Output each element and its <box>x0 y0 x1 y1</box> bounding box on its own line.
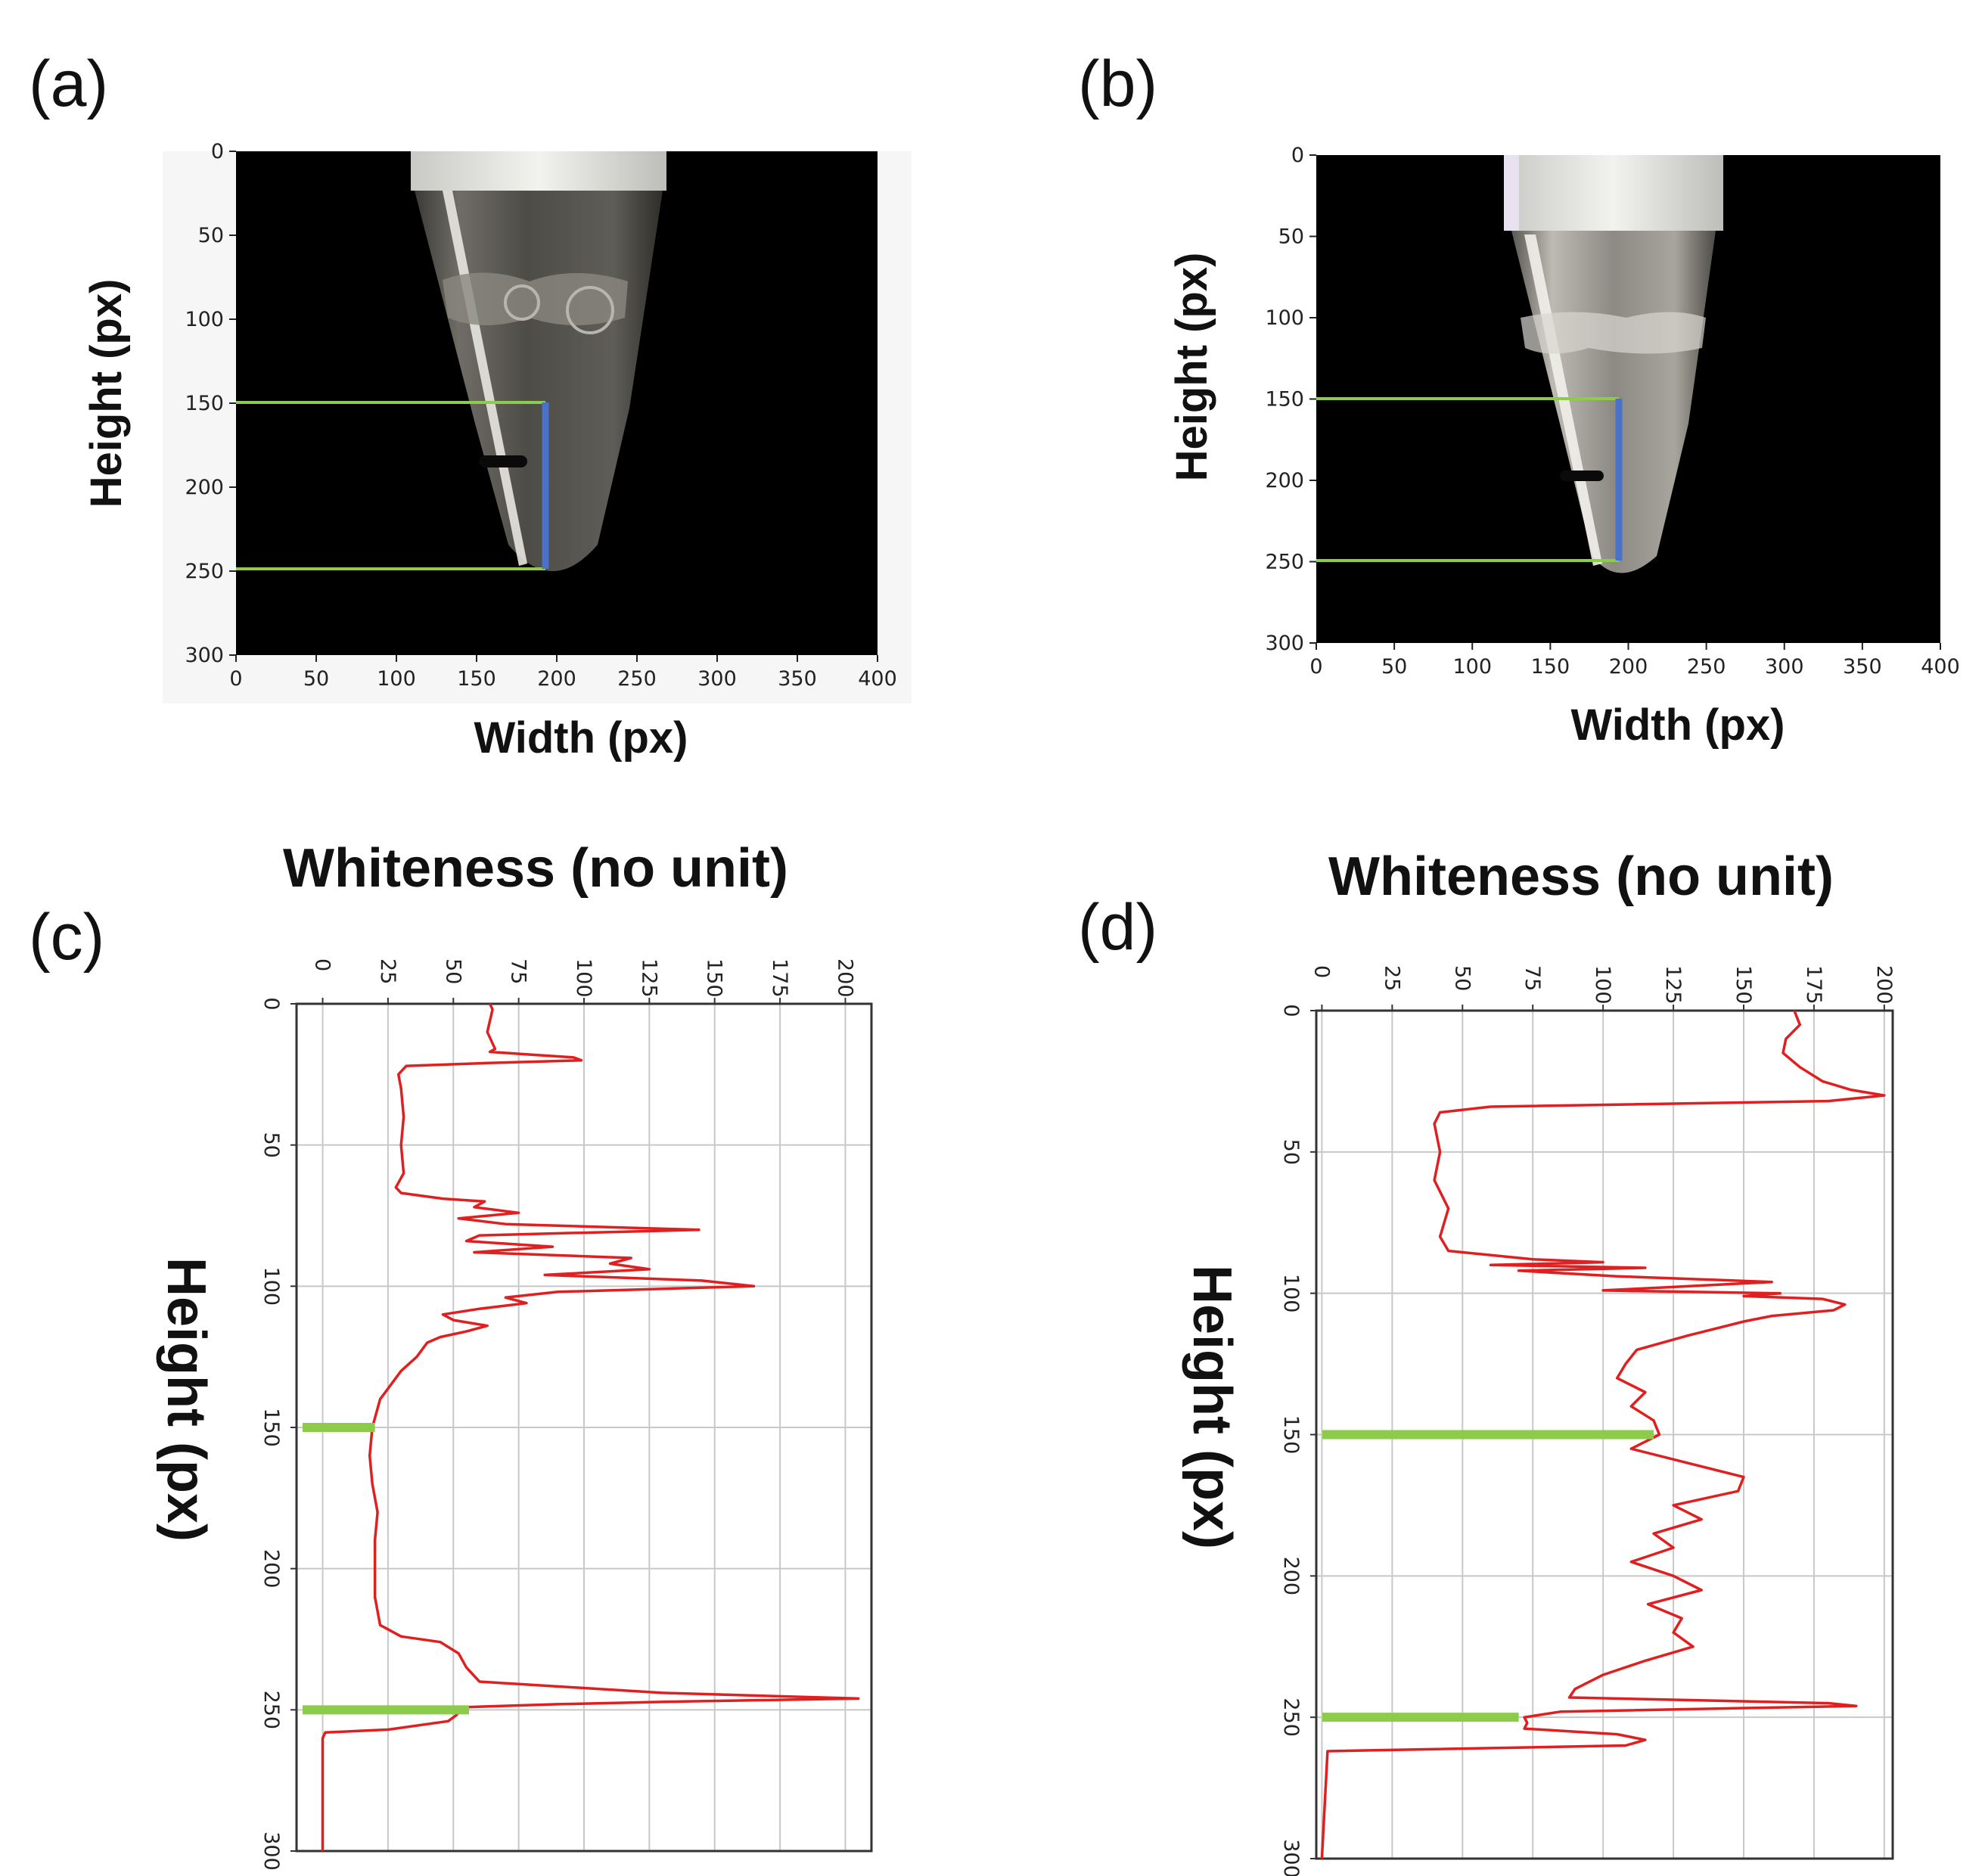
panel-a: (a) 0 50 100 150 200 250 300 350 400 0 50 100 150 200… <box>29 48 912 763</box>
y-tick-label: 300 <box>1265 632 1304 655</box>
whiteness-tick-label: 100 <box>1591 965 1614 1005</box>
region-lines-a <box>236 401 545 570</box>
region-lines-b <box>1316 397 1619 562</box>
y-tick-label: 250 <box>185 560 224 583</box>
whiteness-tick-label: 0 <box>1309 965 1333 978</box>
height-tick-label: 250 <box>259 1691 283 1730</box>
tube-foam <box>1521 312 1706 354</box>
whiteness-tick-label: 175 <box>768 958 791 998</box>
y-tick-label: 250 <box>1265 551 1304 574</box>
y-axis-title-b: Height (px) <box>1167 253 1216 482</box>
panel-a-label: (a) <box>29 48 108 120</box>
height-tick-label: 200 <box>1279 1557 1303 1596</box>
height-tick-label: 50 <box>259 1132 283 1157</box>
bubble <box>504 284 540 321</box>
whiteness-tick-label: 175 <box>1802 965 1825 1005</box>
x-tick-label: 100 <box>1452 655 1492 679</box>
panel-b-label: (b) <box>1078 48 1157 120</box>
height-tick-label: 0 <box>259 997 283 1010</box>
plot-c: 0 25 50 75 100 125 150 175 200 0 50 100 150 200 250 300 <box>259 958 873 1871</box>
tube-mark <box>1560 471 1604 481</box>
whiteness-tick-label: 50 <box>1450 965 1474 991</box>
axes-a: 0 50 100 150 200 250 300 350 400 0 50 100 150 200 250 3… <box>185 140 896 691</box>
axes-b: 0 50 100 150 200 250 300 350 400 0 50 100 150 200 250 3… <box>1265 144 1959 679</box>
x-tick-label: 100 <box>377 667 416 691</box>
panel-b: (b) 0 50 100 150 200 250 300 350 400 0 50 100 150 200… <box>1078 48 1960 750</box>
whiteness-tick-label: 25 <box>1380 965 1403 991</box>
height-tick-label: 150 <box>259 1408 283 1447</box>
x-tick-label: 400 <box>1921 655 1960 679</box>
x-tick-label: 200 <box>1609 655 1648 679</box>
height-tick-label: 150 <box>1279 1415 1303 1455</box>
height-tick-label: 50 <box>1279 1139 1303 1165</box>
x-tick-label: 400 <box>858 667 897 691</box>
whiteness-tick-label: 0 <box>311 958 334 971</box>
tube-cap <box>1504 155 1723 231</box>
y-tick-label: 200 <box>185 476 224 499</box>
x-tick-label: 150 <box>457 667 496 691</box>
height-axis-title-c: Height (px) <box>156 1257 216 1542</box>
whiteness-tick-label: 25 <box>376 958 399 984</box>
whiteness-tick-label: 75 <box>507 958 530 984</box>
height-tick-label: 100 <box>259 1267 283 1306</box>
x-tick-label: 50 <box>1381 655 1407 679</box>
y-tick-label: 200 <box>1265 469 1304 492</box>
whiteness-tick-label: 125 <box>637 958 660 998</box>
whiteness-axis-title-d: Whiteness (no unit) <box>1328 846 1834 907</box>
height-tick-label: 200 <box>259 1549 283 1589</box>
x-axis-title-a: Width (px) <box>474 713 688 763</box>
whiteness-tick-label: 200 <box>1872 965 1896 1005</box>
x-tick-label: 0 <box>229 667 242 691</box>
whiteness-tick-label: 50 <box>441 958 464 984</box>
x-tick-label: 250 <box>1687 655 1726 679</box>
tube-bubbles <box>443 272 628 325</box>
x-axis-title-b: Width (px) <box>1571 700 1785 750</box>
x-tick-label: 0 <box>1309 655 1322 679</box>
panel-c: (c) Whiteness (no unit) Height (px) 0 25 5… <box>29 838 873 1871</box>
y-tick-label: 0 <box>211 140 224 163</box>
y-tick-label: 300 <box>185 644 224 667</box>
whiteness-tick-label: 200 <box>833 958 856 998</box>
whiteness-tick-label: 100 <box>572 958 595 998</box>
whiteness-axis-title-c: Whiteness (no unit) <box>283 838 788 899</box>
whiteness-tick-label: 150 <box>1732 965 1755 1005</box>
y-tick-label: 100 <box>185 308 224 331</box>
y-tick-label: 150 <box>185 392 224 415</box>
panel-d: (d) Whiteness (no unit) Height (px) 0 25 5… <box>1078 846 1896 1876</box>
x-tick-label: 300 <box>697 667 737 691</box>
tube-photo-a <box>411 151 666 571</box>
x-tick-label: 50 <box>303 667 329 691</box>
plot-d: 0 25 50 75 100 125 150 175 200 0 50 100 150 200 250 300 <box>1279 965 1896 1876</box>
x-tick-label: 150 <box>1531 655 1570 679</box>
y-tick-label: 100 <box>1265 306 1304 330</box>
y-tick-label: 50 <box>1278 225 1304 249</box>
height-tick-label: 250 <box>1279 1697 1303 1737</box>
x-tick-label: 200 <box>537 667 576 691</box>
x-tick-label: 350 <box>1843 655 1882 679</box>
height-tick-label: 300 <box>1279 1839 1303 1876</box>
x-tick-label: 350 <box>778 667 817 691</box>
whiteness-tick-label: 150 <box>703 958 726 998</box>
panel-d-label: (d) <box>1078 891 1157 964</box>
height-axis-title-d: Height (px) <box>1182 1265 1242 1549</box>
y-axis-title-a: Height (px) <box>82 279 131 508</box>
whiteness-profile-line <box>321 1003 860 1851</box>
height-tick-label: 0 <box>1279 1004 1303 1017</box>
tube-label <box>1504 155 1519 231</box>
x-tick-label: 300 <box>1765 655 1804 679</box>
height-tick-label: 100 <box>1279 1274 1303 1313</box>
tube-cap <box>411 151 666 191</box>
tube-mark <box>479 455 527 467</box>
panel-c-label: (c) <box>29 901 104 974</box>
whiteness-profile-line <box>1320 1010 1886 1859</box>
whiteness-tick-label: 125 <box>1661 965 1685 1005</box>
bubble <box>566 286 614 334</box>
y-tick-label: 0 <box>1291 144 1304 167</box>
x-tick-label: 250 <box>617 667 657 691</box>
whiteness-tick-label: 75 <box>1521 965 1544 991</box>
y-tick-label: 150 <box>1265 388 1304 412</box>
y-tick-label: 50 <box>198 224 224 247</box>
height-tick-label: 300 <box>259 1831 283 1871</box>
